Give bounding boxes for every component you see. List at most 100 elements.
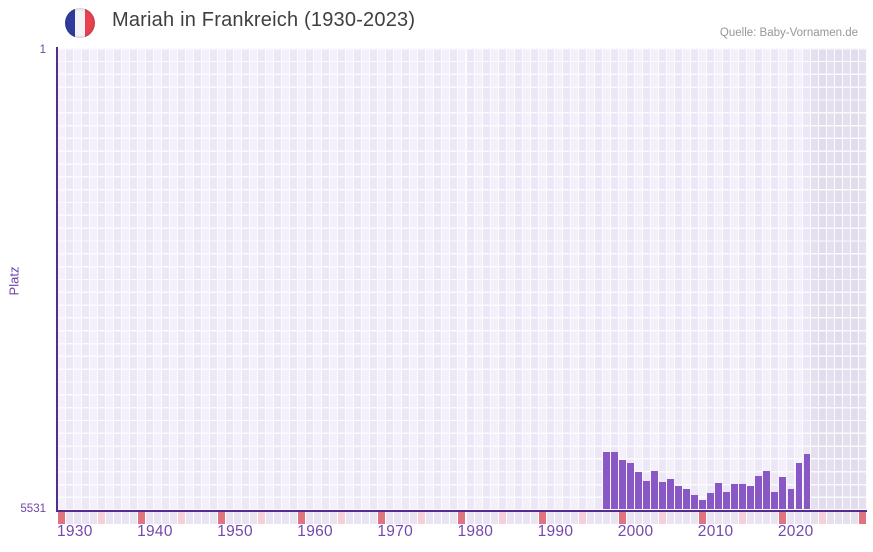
bar-2021: [787, 489, 795, 509]
grid-column: [330, 48, 339, 509]
x-tick-cell: [218, 512, 227, 524]
x-tick-cell: [330, 512, 339, 524]
x-tick-cell: [186, 512, 195, 524]
bar-2011: [707, 492, 714, 509]
bar-2023: [803, 453, 811, 509]
grid-column: [610, 48, 619, 509]
grid-column: [594, 48, 603, 509]
x-tick-cell: [818, 512, 827, 524]
grid-column: [394, 48, 403, 509]
x-axis-label-2020: 2020: [777, 523, 814, 540]
x-tick-cell: [674, 512, 683, 524]
grid-column: [82, 48, 91, 509]
grid-column: [354, 48, 363, 509]
x-tick-cell: [458, 512, 467, 524]
grid-column: [802, 48, 811, 509]
grid-column: [666, 48, 675, 509]
x-tick-cell: [378, 512, 387, 524]
x-tick-cell: [514, 512, 523, 524]
x-tick-cell: [138, 512, 147, 524]
x-tick-cell: [658, 512, 667, 524]
page-title: Mariah in Frankreich (1930-2023): [112, 9, 416, 31]
bar-1999: [611, 451, 618, 509]
bar-2002: [635, 472, 642, 509]
x-tick-cell: [418, 512, 427, 524]
x-tick-cell: [466, 512, 475, 524]
grid-column: [498, 48, 507, 509]
grid-column: [834, 48, 843, 509]
x-tick-cell: [602, 512, 611, 524]
grid-column: [754, 48, 763, 509]
x-tick-cell: [842, 512, 851, 524]
grid-column: [642, 48, 651, 509]
grid-column: [162, 48, 171, 509]
bar-2001: [627, 463, 634, 509]
x-tick-cell: [690, 512, 699, 524]
france-flag-icon: [65, 8, 95, 38]
bar-2005: [659, 482, 666, 509]
x-tick-cell: [850, 512, 859, 524]
y-tick-top: 1: [39, 44, 46, 56]
x-tick-cell: [778, 512, 787, 524]
x-tick-cell: [434, 512, 443, 524]
x-tick-cell: [642, 512, 651, 524]
x-tick-cell: [146, 512, 155, 524]
grid-column: [658, 48, 667, 509]
x-tick-cell: [370, 512, 379, 524]
grid-column: [194, 48, 203, 509]
grid-column: [530, 48, 539, 509]
grid-column: [170, 48, 179, 509]
bar-2014: [731, 483, 739, 509]
x-tick-cell: [650, 512, 659, 524]
x-axis-label-2000: 2000: [617, 523, 654, 540]
grid-column: [314, 48, 323, 509]
y-axis-line: [56, 47, 58, 511]
grid-column: [546, 48, 555, 509]
x-tick-cell: [82, 512, 91, 524]
grid-column: [258, 48, 267, 509]
x-tick-cell: [274, 512, 283, 524]
grid-column: [98, 48, 107, 509]
grid-column: [826, 48, 835, 509]
x-tick-cell: [242, 512, 251, 524]
x-tick-cell: [402, 512, 411, 524]
x-tick-cell: [98, 512, 107, 524]
x-tick-cell: [114, 512, 123, 524]
x-tick-cell: [506, 512, 515, 524]
x-tick-cell: [354, 512, 363, 524]
x-tick-cell: [122, 512, 131, 524]
x-axis-label-1950: 1950: [217, 523, 253, 540]
x-tick-cell: [226, 512, 235, 524]
bar-2020: [779, 477, 787, 509]
grid-column: [570, 48, 579, 509]
grid-column: [786, 48, 795, 509]
grid-column: [106, 48, 115, 509]
x-tick-cell: [106, 512, 115, 524]
x-axis-label-1930: 1930: [57, 523, 93, 540]
x-tick-cell: [682, 512, 691, 524]
x-tick-cell: [410, 512, 419, 524]
grid-column: [698, 48, 707, 509]
x-tick-cell: [346, 512, 355, 524]
bar-2017: [755, 475, 763, 509]
grid-column: [370, 48, 379, 509]
x-tick-cell: [394, 512, 403, 524]
grid-column: [306, 48, 315, 509]
plot-area: [58, 48, 867, 509]
grid-column: [322, 48, 331, 509]
grid-column: [794, 48, 803, 509]
x-tick-cell: [266, 512, 275, 524]
x-tick-cell: [594, 512, 603, 524]
grid-column: [442, 48, 451, 509]
grid-column: [738, 48, 747, 509]
x-tick-cell: [626, 512, 635, 524]
x-tick-cell: [282, 512, 291, 524]
grid-column: [138, 48, 147, 509]
x-tick-cell: [450, 512, 459, 524]
x-tick-cell: [74, 512, 83, 524]
grid-column: [506, 48, 515, 509]
grid-column: [562, 48, 571, 509]
x-tick-cell: [746, 512, 755, 524]
grid-column: [730, 48, 739, 509]
x-tick-cell: [578, 512, 587, 524]
